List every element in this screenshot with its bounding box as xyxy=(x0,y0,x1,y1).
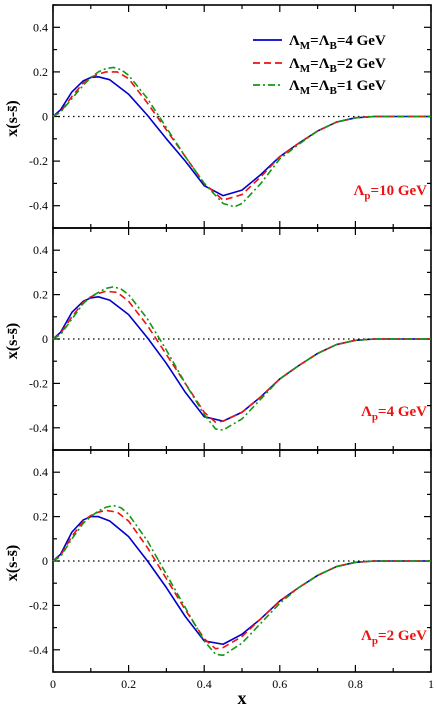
series-line-2 xyxy=(52,509,431,650)
legend-label-3: ΛM=ΛB=1 GeV xyxy=(289,78,386,97)
y-axis-label: x(s-s̄) xyxy=(4,323,21,359)
y-tick-label: 0 xyxy=(42,110,48,124)
x-tick-label: 0.2 xyxy=(121,677,136,691)
legend: ΛM=ΛB=4 GeV ΛM=ΛB=2 GeV ΛM=ΛB=1 GeV xyxy=(253,33,386,97)
y-axis-label: x(s-s̄) xyxy=(4,100,21,136)
x-axis-label: x xyxy=(238,688,247,708)
x-tick-label: 1 xyxy=(428,677,434,691)
y-tick-label: 0 xyxy=(42,332,48,346)
legend-label-1: ΛM=ΛB=4 GeV xyxy=(289,33,386,52)
panel-2: -0.4 -0.2 0 0.2 0.4 x(s-s̄) Λp=4 GeV xyxy=(4,227,432,451)
y-tick-label: 0.4 xyxy=(33,465,48,479)
y-tick-label: 0.2 xyxy=(33,510,48,524)
y-tick-label: 0.4 xyxy=(33,20,48,34)
y-tick-label: -0.2 xyxy=(29,154,48,168)
series-line-3 xyxy=(52,286,431,431)
x-tick-label: 0.8 xyxy=(348,677,363,691)
panel-label: Λp=2 GeV xyxy=(361,628,427,647)
x-tick-label: 0 xyxy=(50,677,56,691)
series-line-3 xyxy=(52,504,431,657)
x-tick-label: 0.6 xyxy=(272,677,287,691)
panel-label: Λp=4 GeV xyxy=(361,404,427,423)
y-axis-label: x(s-s̄) xyxy=(4,545,21,581)
series-line-1 xyxy=(52,296,431,422)
series-line-2 xyxy=(52,290,431,424)
series-line-1 xyxy=(52,515,431,646)
panel-1: -0.4 -0.2 0 0.2 0.4 x(s-s̄) Λp=10 GeV ΛM=ΛB=4 G… xyxy=(4,4,432,229)
series-line-1 xyxy=(52,76,431,197)
x-tick-label: 0.4 xyxy=(197,677,212,691)
y-tick-label: -0.2 xyxy=(29,598,48,612)
panel-label: Λp=10 GeV xyxy=(354,183,428,202)
y-tick-label: -0.2 xyxy=(29,376,48,390)
y-tick-label: 0.4 xyxy=(33,243,48,257)
legend-label-2: ΛM=ΛB=2 GeV xyxy=(289,56,386,75)
y-tick-label: 0 xyxy=(42,554,48,568)
y-tick-label: 0.2 xyxy=(33,65,48,79)
y-tick-label: -0.4 xyxy=(29,199,48,213)
series-line-3 xyxy=(52,66,431,208)
y-tick-label: -0.4 xyxy=(29,421,48,435)
y-tick-label: 0.2 xyxy=(33,288,48,302)
panel-3: -0.4 -0.2 0 0.2 0.4 0 0.2 0.4 0.6 0.8 1 x(s-s̄) x Λp=… xyxy=(4,449,434,708)
y-tick-label: -0.4 xyxy=(29,643,48,657)
